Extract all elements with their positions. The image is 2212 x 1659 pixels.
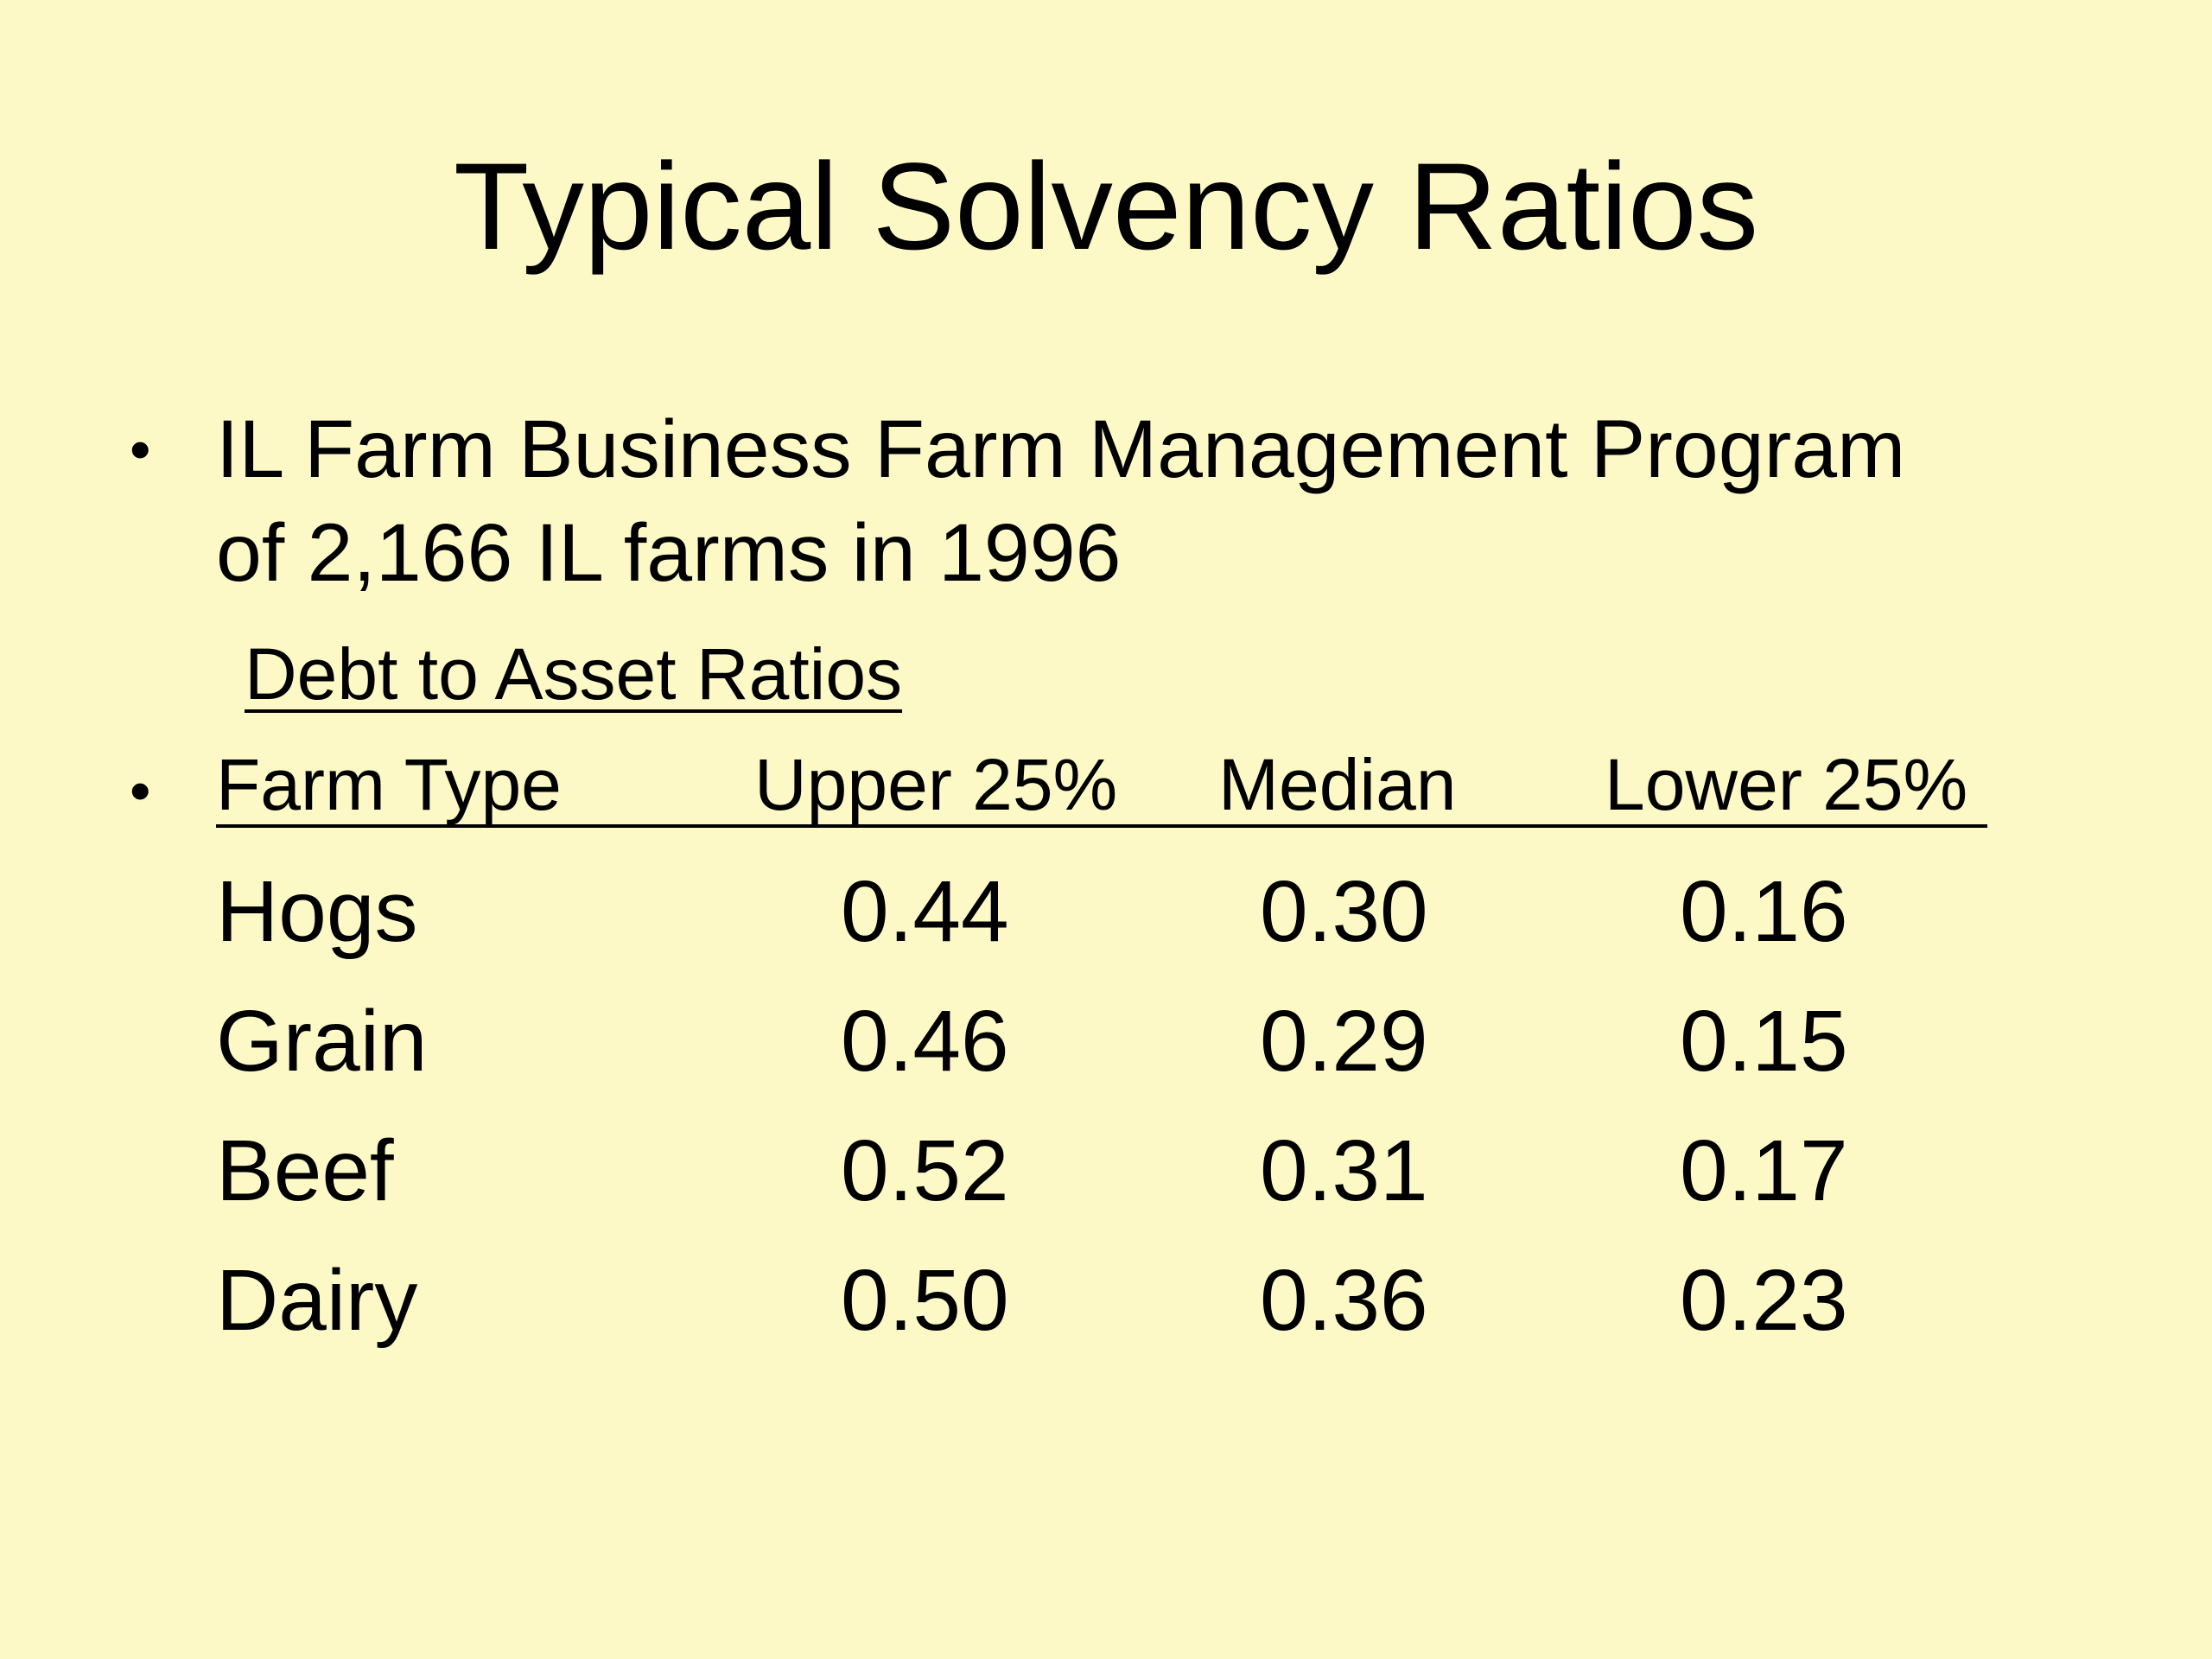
table-row: Dairy 0.50 0.36 0.23: [216, 1244, 1987, 1357]
median-cell: 0.29: [1260, 993, 1428, 1090]
lower-25-cell: 0.16: [1680, 863, 1848, 960]
header-lower-25: Lower 25%: [1605, 744, 1968, 825]
median-cell: 0.31: [1260, 1122, 1428, 1219]
slide-title: Typical Solvency Ratios: [453, 138, 1759, 276]
lower-25-cell: 0.23: [1680, 1252, 1848, 1349]
lower-25-cell: 0.17: [1680, 1122, 1848, 1219]
header-upper-25: Upper 25%: [754, 744, 1118, 825]
upper-25-cell: 0.52: [841, 1122, 1009, 1219]
farm-type-cell: Hogs: [216, 863, 418, 960]
table-row: Beef 0.52 0.31 0.17: [216, 1115, 1987, 1227]
bullet-icon: •: [130, 416, 151, 483]
upper-25-cell: 0.44: [841, 863, 1009, 960]
upper-25-cell: 0.46: [841, 993, 1009, 1090]
table-header-row: Farm Type Upper 25% Median Lower 25%: [216, 741, 1987, 828]
table-row: Hogs 0.44 0.30 0.16: [216, 855, 1987, 968]
header-median: Median: [1218, 744, 1457, 825]
median-cell: 0.36: [1260, 1252, 1428, 1349]
header-farm-type: Farm Type: [216, 744, 562, 825]
bullet-icon: •: [130, 757, 151, 824]
farm-type-cell: Dairy: [216, 1252, 418, 1349]
table-subheading: Debt to Asset Ratios: [245, 633, 903, 715]
table-row: Grain 0.46 0.29 0.15: [216, 985, 1987, 1097]
intro-text-line-2: of 2,166 IL farms in 1996: [216, 507, 1122, 599]
lower-25-cell: 0.15: [1680, 993, 1848, 1090]
upper-25-cell: 0.50: [841, 1252, 1009, 1349]
farm-type-cell: Grain: [216, 993, 428, 1090]
intro-text-line-1: IL Farm Business Farm Management Program: [216, 404, 1906, 495]
farm-type-cell: Beef: [216, 1122, 394, 1219]
median-cell: 0.30: [1260, 863, 1428, 960]
